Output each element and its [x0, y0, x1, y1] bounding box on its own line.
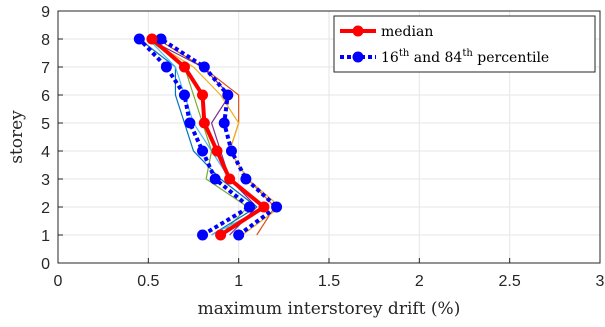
series-lines [137, 37, 280, 237]
median-point-2 [258, 201, 270, 213]
x-tick-label-1: 0.5 [137, 273, 159, 290]
series-markers [133, 33, 283, 241]
legend-median-label: median [381, 24, 433, 40]
p84-line [159, 37, 280, 237]
p16-point-2 [244, 201, 256, 213]
legend-percentile-marker [352, 51, 364, 63]
legend-pct-mid: and 84 [409, 50, 462, 66]
y-tick-label-9: 9 [41, 4, 50, 21]
median-point-3 [224, 173, 236, 185]
y-tick-label-6: 6 [41, 88, 50, 105]
legend-median-marker [352, 25, 364, 37]
p84-point-6 [222, 89, 234, 101]
p84-point-2 [271, 201, 283, 213]
median-line [150, 37, 268, 237]
p16-point-6 [178, 89, 190, 101]
legend-pct-sup1: th [399, 48, 410, 59]
p84-point-7 [198, 61, 210, 73]
y-axis-label: storey [7, 110, 27, 164]
x-axis-label: maximum interstorey drift (%) [198, 299, 461, 319]
p84-point-3 [240, 173, 252, 185]
x-tick-label-3: 1.5 [318, 273, 340, 290]
legend-percentile-label: 16th and 84th percentile [381, 48, 549, 66]
median-point-7 [178, 61, 190, 73]
p16-point-4 [197, 145, 209, 157]
p84-point-1 [233, 229, 245, 241]
p16-point-1 [197, 229, 209, 241]
p16-point-8 [133, 33, 145, 45]
legend-pct-prefix: 16 [381, 50, 399, 66]
x-tick-label-6: 3 [596, 273, 605, 290]
p16-point-5 [184, 117, 196, 129]
median-point-4 [211, 145, 223, 157]
y-tick-labels: 0 1 2 3 4 5 6 7 8 9 [41, 4, 50, 273]
y-tick-label-5: 5 [41, 116, 50, 133]
median-point-8 [146, 33, 158, 45]
median-point-5 [198, 117, 210, 129]
y-tick-label-8: 8 [41, 32, 50, 49]
x-tick-label-5: 2.5 [499, 273, 521, 290]
plot-frame [57, 10, 601, 264]
median-point-1 [215, 229, 227, 241]
x-tick-label-0: 0 [54, 273, 63, 290]
y-tick-label-0: 0 [41, 256, 50, 273]
legend-box [333, 15, 596, 73]
y-tick-label-7: 7 [41, 60, 50, 77]
median-point-6 [197, 89, 209, 101]
p84-point-5 [218, 117, 230, 129]
p84-point-8 [155, 33, 167, 45]
y-tick-label-1: 1 [41, 228, 50, 245]
p16-point-7 [160, 61, 172, 73]
x-tick-label-4: 2 [415, 273, 424, 290]
y-tick-label-2: 2 [41, 200, 50, 217]
x-tick-label-2: 1 [234, 273, 243, 290]
p84-point-4 [225, 145, 237, 157]
legend-pct-suffix: percentile [473, 50, 549, 66]
y-tick-label-3: 3 [41, 172, 50, 189]
legend: median 16th and 84th percentile [333, 15, 596, 73]
p16-point-3 [209, 173, 221, 185]
legend-pct-sup2: th [462, 48, 473, 59]
y-tick-label-4: 4 [41, 144, 50, 161]
x-tick-labels: 0 0.5 1 1.5 2 2.5 3 [54, 273, 605, 290]
